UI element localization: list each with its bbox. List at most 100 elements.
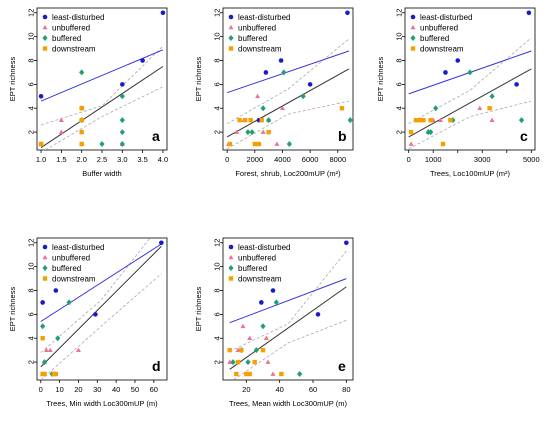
legend-marker-buffered xyxy=(228,265,234,271)
x-tick-label: 3000 xyxy=(474,155,491,164)
regression-line-all xyxy=(229,286,347,370)
data-point-buffered xyxy=(347,117,353,124)
y-tick-label: 12 xyxy=(213,9,222,17)
data-point-downstream xyxy=(448,117,453,123)
data-point-buffered xyxy=(245,129,251,136)
data-point-unbuffered xyxy=(234,129,240,134)
data-point-downstream xyxy=(239,347,244,353)
data-point-buffered xyxy=(119,141,125,148)
data-point-buffered xyxy=(273,299,279,306)
data-point-least-disturbed xyxy=(344,240,349,246)
data-point-downstream xyxy=(79,117,84,123)
y-tick-label: 6 xyxy=(27,312,36,316)
fit-lines xyxy=(40,238,162,380)
data-point-buffered xyxy=(489,93,495,100)
legend-label-downstream: downstream xyxy=(238,275,282,284)
x-tick-label: 20 xyxy=(242,385,250,394)
data-point-least-disturbed xyxy=(120,82,125,87)
y-axis-label: EPT richness xyxy=(194,287,203,332)
regression-line-all xyxy=(40,246,162,368)
data-point-least-disturbed xyxy=(307,82,313,87)
x-tick-label: 1000 xyxy=(425,155,442,164)
data-point-unbuffered xyxy=(75,347,81,352)
data-point-unbuffered xyxy=(255,93,261,99)
legend-marker-least-disturbed xyxy=(42,14,48,20)
data-point-buffered xyxy=(55,335,61,342)
y-tick-label: 10 xyxy=(213,262,222,270)
data-point-least-disturbed xyxy=(259,300,264,305)
data-point-downstream xyxy=(234,371,239,377)
legend-label-least-disturbed: least-disturbed xyxy=(238,13,290,22)
data-point-least-disturbed xyxy=(443,70,448,75)
y-tick-label: 8 xyxy=(213,288,222,292)
data-point-unbuffered xyxy=(265,359,271,364)
x-tick-label: 2.5 xyxy=(97,155,107,164)
data-point-downstream xyxy=(408,129,414,135)
series-least-disturbed xyxy=(259,240,349,317)
y-tick-label: 12 xyxy=(27,9,36,17)
legend-marker-downstream xyxy=(410,46,416,51)
legend-label-unbuffered: unbuffered xyxy=(238,24,276,33)
ci-lower-line xyxy=(226,100,349,150)
data-point-buffered xyxy=(66,299,72,306)
x-tick-label: 50 xyxy=(131,385,139,394)
legend-marker-unbuffered xyxy=(410,24,416,30)
data-point-downstream xyxy=(235,359,241,365)
data-point-least-disturbed xyxy=(263,70,269,75)
legend-label-downstream: downstream xyxy=(52,45,96,54)
x-tick-label: 5000 xyxy=(523,155,540,164)
data-point-downstream xyxy=(339,106,345,111)
data-point-buffered xyxy=(428,129,434,136)
x-tick-label: 8000 xyxy=(329,155,346,164)
data-point-downstream xyxy=(242,117,248,123)
legend-label-least-disturbed: least-disturbed xyxy=(238,243,290,252)
data-point-unbuffered xyxy=(279,105,285,111)
data-point-downstream xyxy=(252,359,257,365)
panel-letter: d xyxy=(152,358,161,374)
y-tick-label: 2 xyxy=(213,360,222,364)
regression-line-least-disturbed xyxy=(226,50,350,94)
data-point-buffered xyxy=(300,93,306,100)
x-tick-label: 2.0 xyxy=(76,155,86,164)
data-point-buffered xyxy=(119,129,125,136)
y-tick-label: 10 xyxy=(395,32,404,40)
data-point-buffered xyxy=(260,323,266,330)
plot-frame xyxy=(404,7,536,151)
x-tick-label: 30 xyxy=(93,385,101,394)
x-axis-label: Buffer width xyxy=(82,169,121,178)
legend-marker-least-disturbed xyxy=(42,244,48,250)
data-point-least-disturbed xyxy=(315,312,321,317)
y-tick-label: 2 xyxy=(213,130,222,134)
x-axis-label: Trees, Loc100mUP (m²) xyxy=(430,169,511,178)
data-point-buffered xyxy=(450,117,456,124)
data-point-downstream xyxy=(440,141,446,147)
data-point-least-disturbed xyxy=(455,58,461,63)
ci-lower-line xyxy=(232,319,347,380)
panel-e: 20 40 60 80 2 4 6 8 10 12 Trees, Mean width Loc300… xyxy=(194,237,354,408)
legend-label-buffered: buffered xyxy=(52,264,81,273)
data-point-least-disturbed xyxy=(278,58,284,63)
panel-letter: c xyxy=(520,128,528,144)
y-tick-label: 4 xyxy=(213,336,222,340)
series-unbuffered xyxy=(408,105,495,146)
data-point-buffered xyxy=(41,359,48,366)
x-axis-label: Trees, Mean width Loc300mUP (m) xyxy=(229,399,347,408)
ci-upper-line xyxy=(40,238,151,353)
series-least-disturbed xyxy=(256,10,350,123)
x-tick-label: 40 xyxy=(112,385,120,394)
data-point-downstream xyxy=(42,371,47,377)
legend-label-least-disturbed: least-disturbed xyxy=(52,13,104,22)
y-tick-label: 6 xyxy=(213,82,222,86)
plot-frame xyxy=(36,237,168,381)
y-axis-label: EPT richness xyxy=(8,57,17,102)
ci-lower-line xyxy=(40,273,162,380)
ci-upper-line xyxy=(229,250,347,352)
data-point-unbuffered xyxy=(477,105,483,111)
data-point-downstream xyxy=(237,117,242,123)
data-point-downstream xyxy=(252,141,258,147)
data-point-downstream xyxy=(227,141,233,147)
data-point-downstream xyxy=(40,336,45,341)
y-tick-label: 4 xyxy=(213,106,222,110)
